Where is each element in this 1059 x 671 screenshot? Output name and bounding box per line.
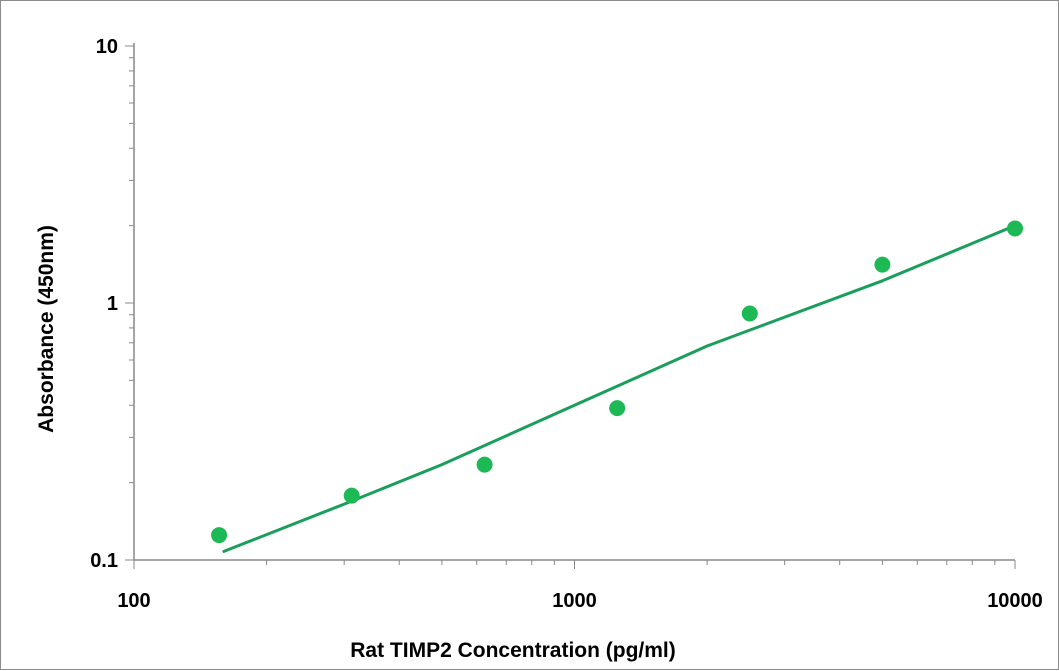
fit-line [222,224,1017,553]
x-tick-label: 100 [117,590,150,612]
fit-line-layer [222,224,1017,553]
data-points [211,220,1023,544]
y-tick-label: 10 [96,36,118,58]
axes [133,43,1015,561]
y-tick-label: 0.1 [90,550,118,572]
x-axis-title: Rat TIMP2 Concentration (pg/ml) [350,639,676,662]
data-point [609,400,626,417]
axis-ticks [125,45,1016,569]
y-axis-title: Absorbance (450nm) [35,225,58,433]
data-point [874,256,891,273]
data-point [1007,220,1023,237]
x-tick-label: 1000 [552,590,597,612]
data-point [741,305,758,322]
data-point [343,487,360,504]
data-point [211,527,228,544]
y-tick-label: 1 [107,293,118,315]
x-tick-label: 10000 [987,590,1043,612]
tick-labels: 0.1 1 10 100 1000 10000 [90,36,1043,612]
data-point [476,456,493,473]
